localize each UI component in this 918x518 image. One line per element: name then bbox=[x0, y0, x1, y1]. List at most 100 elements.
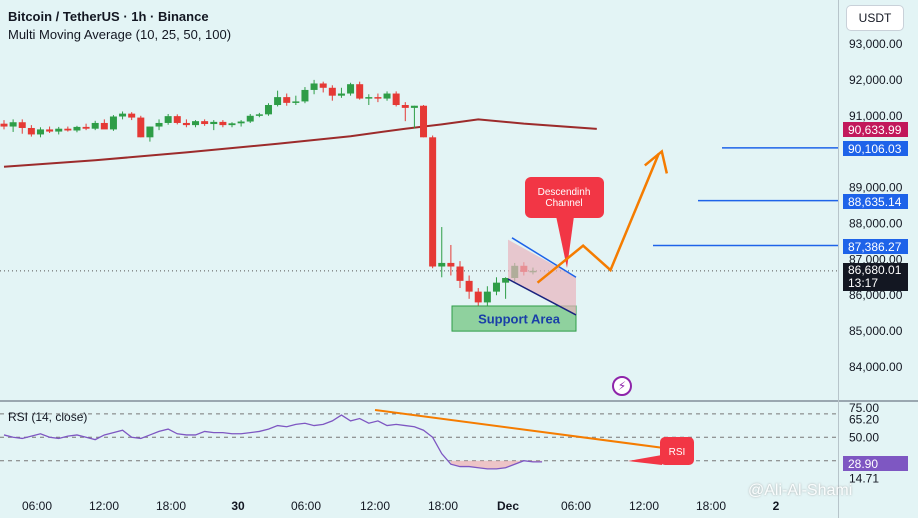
candle-body bbox=[337, 93, 345, 96]
rsi-title: RSI (14, close) bbox=[8, 410, 88, 424]
candle-body bbox=[374, 97, 382, 99]
support-area-label: Support Area bbox=[478, 312, 561, 327]
moving-average-line bbox=[3, 118, 597, 168]
last-price-tag: 86,680.01 13:17 bbox=[843, 263, 908, 291]
time-tick-label: 12:00 bbox=[360, 499, 390, 513]
candle-body bbox=[64, 128, 72, 131]
time-tick-label: 18:00 bbox=[696, 499, 726, 513]
support-area-box bbox=[451, 305, 577, 332]
candle-body bbox=[73, 126, 81, 131]
time-tick-label: 30 bbox=[231, 499, 245, 513]
candle-body bbox=[274, 97, 282, 106]
pane-separator bbox=[0, 400, 918, 402]
price-axis-border bbox=[838, 0, 839, 518]
rsi-callout-text: RSI bbox=[669, 447, 686, 458]
candle-body bbox=[347, 84, 355, 94]
time-tick-label: 12:00 bbox=[89, 499, 119, 513]
candle-body bbox=[365, 97, 373, 99]
candle-body bbox=[182, 122, 190, 126]
candle-body bbox=[192, 121, 200, 126]
candle-body bbox=[438, 262, 446, 267]
candle-body bbox=[228, 123, 236, 126]
candle-body bbox=[36, 129, 44, 135]
last-price-value: 86,680.01 bbox=[848, 263, 902, 277]
level-tag-88635: 88,635.14 bbox=[843, 194, 908, 209]
candle-body bbox=[483, 291, 491, 303]
candle-body bbox=[292, 101, 300, 103]
rsi-tick-label: 50.00 bbox=[849, 430, 879, 444]
rsi-pane: RSI bbox=[0, 409, 838, 470]
candle-body bbox=[420, 105, 428, 138]
candle-body bbox=[128, 113, 136, 118]
chart-title: Bitcoin / TetherUS · 1h · Binance bbox=[8, 9, 209, 24]
channel-upper-line bbox=[511, 237, 577, 278]
rsi-line bbox=[3, 414, 543, 470]
channel-fill bbox=[508, 239, 576, 315]
rsi-tick-label: 65.20 bbox=[849, 412, 879, 426]
level-tag-90106: 90,106.03 bbox=[843, 141, 908, 156]
candle-body bbox=[392, 93, 400, 106]
countdown: 13:17 bbox=[848, 276, 879, 290]
moving-average-layer bbox=[0, 118, 838, 272]
price-tick-label: 91,000.00 bbox=[849, 109, 903, 123]
price-tick-label: 89,000.00 bbox=[849, 181, 903, 195]
candle-body bbox=[91, 122, 99, 129]
candles-layer bbox=[0, 79, 537, 306]
price-tick-label: 84,000.00 bbox=[849, 360, 903, 374]
candle-body bbox=[210, 121, 218, 125]
price-tick-label: 86,000.00 bbox=[849, 288, 903, 302]
channel-callout-pointer bbox=[556, 216, 574, 268]
candle-body bbox=[383, 93, 391, 99]
price-tick-label: 93,000.00 bbox=[849, 37, 903, 51]
time-tick-label: 12:00 bbox=[629, 499, 659, 513]
candle-body bbox=[237, 121, 245, 124]
candle-body bbox=[219, 121, 227, 126]
candle-body bbox=[18, 122, 26, 128]
time-tick-label: 18:00 bbox=[428, 499, 458, 513]
rsi-tick-label: 14.71 bbox=[849, 472, 879, 486]
rsi-trend-line bbox=[374, 409, 665, 449]
channel-callout bbox=[525, 177, 604, 218]
lightning-icon[interactable]: ⚡ bbox=[612, 376, 632, 396]
rsi-value-tag: 28.90 bbox=[843, 456, 908, 471]
candle-body bbox=[55, 128, 63, 132]
projection-arrowhead bbox=[644, 149, 669, 174]
time-tick-label: 06:00 bbox=[291, 499, 321, 513]
indicator-label: Multi Moving Average (10, 25, 50, 100) bbox=[8, 27, 232, 42]
candle-body bbox=[456, 266, 464, 281]
candle-body bbox=[100, 122, 108, 130]
candle-body bbox=[201, 121, 209, 125]
candle-body bbox=[155, 122, 163, 127]
candle-body bbox=[0, 123, 8, 127]
time-tick-label: 18:00 bbox=[156, 499, 186, 513]
candle-body bbox=[283, 97, 291, 103]
price-tick-label: 85,000.00 bbox=[849, 324, 903, 338]
watermark: @Ali-Al-Shami bbox=[748, 482, 853, 499]
time-tick-label: Dec bbox=[497, 499, 519, 513]
candle-body bbox=[465, 280, 473, 292]
time-tick-label: 06:00 bbox=[22, 499, 52, 513]
candle-body bbox=[246, 115, 254, 122]
price-tick-label: 92,000.00 bbox=[849, 73, 903, 87]
ma-price-tag: 90,633.99 bbox=[843, 122, 908, 137]
channel-lower-line bbox=[507, 278, 577, 316]
candle-body bbox=[27, 127, 35, 135]
candle-body bbox=[119, 113, 127, 117]
level-tag-87386: 87,386.27 bbox=[843, 239, 908, 254]
candle-body bbox=[46, 129, 54, 132]
rsi-tick-label: 75.00 bbox=[849, 401, 879, 415]
candle-body bbox=[137, 117, 145, 138]
candle-body bbox=[429, 137, 437, 267]
channel-callout-text: Channel bbox=[545, 198, 582, 209]
candle-body bbox=[356, 84, 364, 99]
candle-body bbox=[447, 262, 455, 267]
candle-body bbox=[474, 291, 482, 303]
candle-body bbox=[9, 122, 17, 127]
candle-body bbox=[82, 126, 90, 129]
candle-body bbox=[146, 126, 154, 138]
projection-path bbox=[536, 152, 660, 284]
currency-button[interactable]: USDT bbox=[846, 5, 904, 31]
